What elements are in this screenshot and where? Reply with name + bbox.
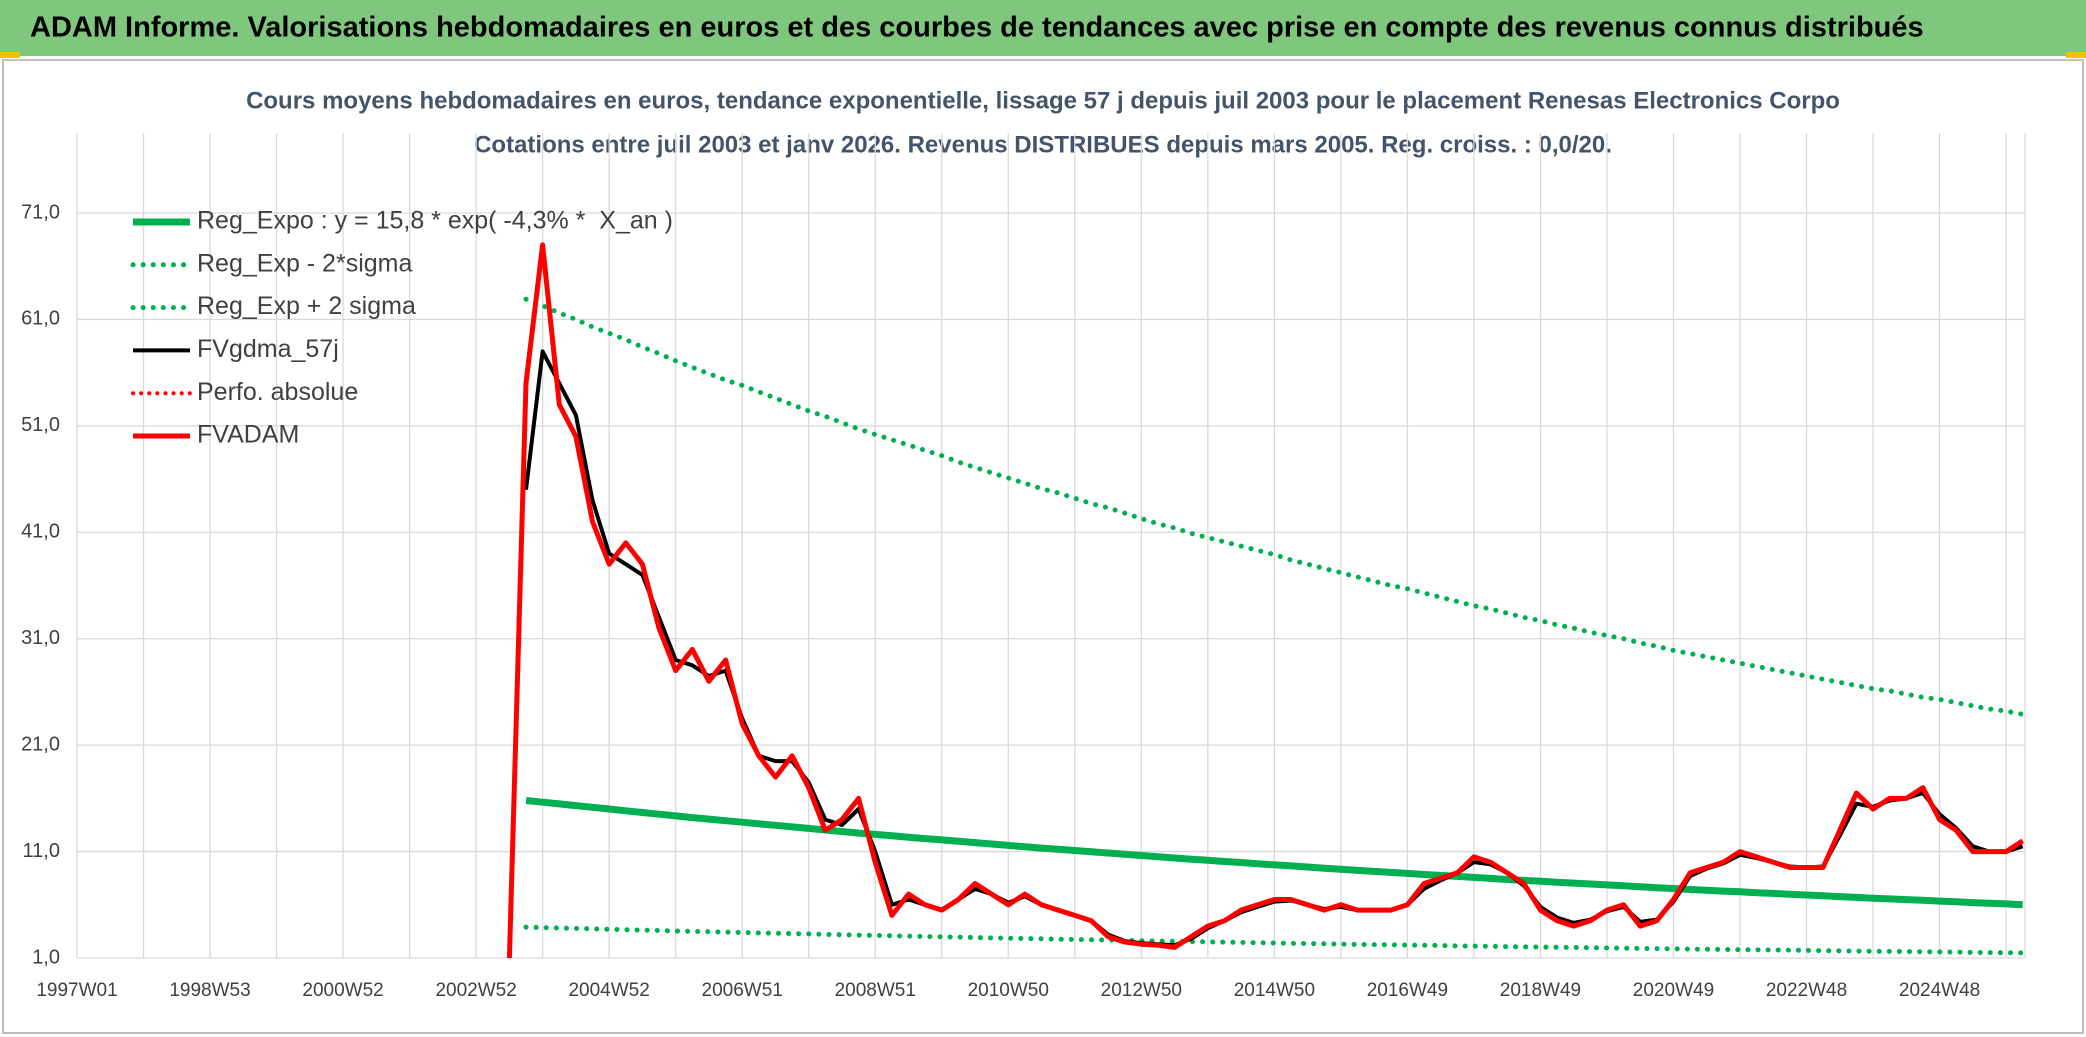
header-title: ADAM Informe. Valorisations hebdomadaire…: [30, 12, 1924, 44]
series-line: [506, 242, 2025, 959]
x-tick-label: 2002W52: [435, 980, 516, 1001]
series-line: [523, 924, 2026, 956]
x-tick-label: 2022W48: [1766, 980, 1847, 1001]
legend-label: Reg_Expo : y = 15,8 * exp( -4,3% * X_an …: [197, 207, 673, 235]
x-tick-label: 2010W50: [968, 980, 1049, 1001]
corner-mark: [0, 52, 20, 58]
x-tick-label: 1997W01: [36, 980, 117, 1001]
chart-subtitle: Cotations entre juil 2003 et janv 2026. …: [474, 131, 1612, 158]
y-tick-label: 41,0: [21, 521, 60, 543]
y-tick-label: 1,0: [32, 946, 60, 968]
series-line: [525, 797, 2023, 909]
y-tick-label: 71,0: [21, 201, 60, 223]
y-tick-label: 51,0: [21, 414, 60, 436]
x-tick-label: 1998W53: [169, 980, 250, 1001]
x-tick-label: 2014W50: [1234, 980, 1315, 1001]
chart-frame: [2, 59, 2084, 1034]
legend-label: Reg_Exp - 2*sigma: [197, 249, 412, 277]
x-tick-label: 2008W51: [835, 980, 916, 1001]
x-tick-label: 2020W49: [1633, 980, 1714, 1001]
legend-label: FVADAM: [197, 421, 299, 449]
chart-title: Cours moyens hebdomadaires en euros, ten…: [246, 87, 1840, 114]
legend-label: FVgdma_57j: [197, 335, 339, 363]
series-line: [523, 296, 2026, 717]
y-tick-label: 31,0: [21, 627, 60, 649]
header-bar: [0, 0, 2086, 56]
legend-label: Perfo. absolue: [197, 378, 358, 406]
corner-mark: [2066, 52, 2086, 58]
legend-label: Reg_Exp + 2 sigma: [197, 292, 416, 320]
x-tick-label: 2006W51: [702, 980, 783, 1001]
y-tick-label: 21,0: [21, 733, 60, 755]
x-tick-label: 2018W49: [1500, 980, 1581, 1001]
y-tick-label: 61,0: [21, 308, 60, 330]
x-tick-label: 2012W50: [1101, 980, 1182, 1001]
x-tick-label: 2016W49: [1367, 980, 1448, 1001]
y-tick-label: 11,0: [23, 840, 60, 862]
x-tick-label: 2000W52: [302, 980, 383, 1001]
x-tick-label: 2024W48: [1899, 980, 1980, 1001]
x-tick-label: 2004W52: [568, 980, 649, 1001]
